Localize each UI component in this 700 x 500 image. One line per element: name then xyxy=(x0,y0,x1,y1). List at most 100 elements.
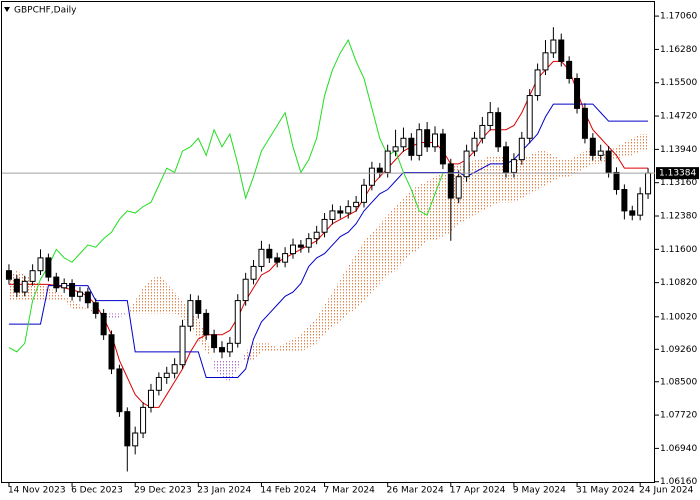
cloud-segment xyxy=(332,279,341,327)
cloud-segment xyxy=(364,232,372,301)
candle-body xyxy=(100,312,107,336)
candle-body xyxy=(432,133,439,148)
candle-body xyxy=(637,193,644,216)
candle-body xyxy=(132,432,139,447)
cloud-segment xyxy=(277,343,286,352)
cloud-segment xyxy=(387,206,396,275)
cloud-segment xyxy=(427,176,436,241)
cloud-segment xyxy=(79,304,88,310)
candle-body xyxy=(621,189,628,212)
cloud-segment xyxy=(553,155,562,181)
symbol-menu-arrow[interactable] xyxy=(4,7,10,12)
cloud-segment xyxy=(64,296,73,310)
candle-body xyxy=(376,167,383,173)
candle-body xyxy=(510,159,517,173)
candle-body xyxy=(266,248,273,259)
cloud-segment xyxy=(640,133,649,152)
candle-body xyxy=(487,112,494,126)
chart-title: GBPCHF,Daily xyxy=(14,6,77,16)
candle-body xyxy=(597,150,604,156)
cloud-segment xyxy=(72,300,80,310)
candle-body xyxy=(45,257,52,278)
candle-body xyxy=(305,238,312,248)
candle-body xyxy=(321,218,328,233)
plot-frame xyxy=(1,1,655,483)
cloud-segment xyxy=(308,317,317,348)
candle-body xyxy=(234,300,241,344)
candle-body xyxy=(447,163,454,199)
candle-body xyxy=(297,244,304,248)
current-price-box xyxy=(656,167,699,180)
cloud-segment xyxy=(490,155,499,207)
cloud-segment xyxy=(48,287,57,301)
cloud-segment xyxy=(174,292,183,318)
cloud-segment xyxy=(411,185,420,254)
x-tick-label: 29 Dec 2023 xyxy=(134,486,192,496)
candle-body xyxy=(179,325,186,366)
cloud-segment xyxy=(395,198,404,271)
cloud-segment xyxy=(253,343,262,361)
y-tick-label: 1.13160 xyxy=(660,178,697,188)
candle-body xyxy=(155,376,162,391)
cloud-segment xyxy=(371,223,380,293)
cloud-segment xyxy=(419,180,428,250)
y-tick-label: 1.10820 xyxy=(660,278,697,288)
candle-body xyxy=(258,248,265,267)
candle-body xyxy=(37,257,44,272)
cloud-segment xyxy=(166,283,175,314)
cloud-segment xyxy=(521,155,530,199)
y-tick-label: 1.09260 xyxy=(660,345,697,355)
candle-body xyxy=(29,270,36,282)
y-tick-label: 1.15500 xyxy=(660,78,697,88)
cloud-segment xyxy=(237,351,246,369)
candle-body xyxy=(124,411,131,447)
x-tick-label: 24 Jun 2024 xyxy=(639,486,693,496)
tenkan-sen xyxy=(8,60,649,408)
candle-body xyxy=(629,210,636,216)
cloud-segment xyxy=(316,304,325,344)
candle-body xyxy=(211,334,218,349)
cloud-segment xyxy=(56,292,65,301)
chikou-span xyxy=(8,38,444,353)
cloud-segment xyxy=(135,287,144,314)
kijun-sen xyxy=(8,103,649,378)
candle-body xyxy=(471,137,478,152)
candle-body xyxy=(140,406,147,434)
cloud-segment xyxy=(214,360,222,378)
candle-body xyxy=(289,244,296,255)
candle-body xyxy=(274,257,281,263)
cloud-segment xyxy=(16,270,25,301)
y-tick-label: 1.16280 xyxy=(660,45,697,55)
candle-body xyxy=(558,39,565,62)
cloud-segment xyxy=(569,155,578,177)
candle-body xyxy=(21,280,28,293)
cloud-segment xyxy=(269,343,278,352)
cloud-segment xyxy=(482,155,491,211)
candle-body xyxy=(526,95,533,139)
candle-body xyxy=(53,276,60,289)
cloud-segment xyxy=(340,266,349,322)
y-tick-label: 1.14720 xyxy=(660,112,697,122)
candle-body xyxy=(408,137,415,156)
y-tick-label: 1.08500 xyxy=(660,377,697,387)
candle-body xyxy=(534,69,541,97)
cloud-segment xyxy=(292,334,301,352)
cloud-segment xyxy=(324,292,333,335)
cloud-segment xyxy=(616,142,625,160)
x-tick-label: 17 Apr 2024 xyxy=(450,486,506,496)
candle-body xyxy=(313,231,320,240)
candle-body xyxy=(242,278,249,302)
candle-body xyxy=(479,124,486,139)
candle-body xyxy=(368,167,375,186)
x-tick-label: 31 May 2024 xyxy=(576,486,635,496)
cloud-segment xyxy=(150,274,159,314)
cloud-segment xyxy=(632,133,641,156)
current-price-label: 1.13384 xyxy=(659,169,696,179)
candle-body xyxy=(76,291,83,297)
candle-body xyxy=(218,347,225,353)
candle-body xyxy=(384,150,391,173)
candle-body xyxy=(361,184,368,203)
